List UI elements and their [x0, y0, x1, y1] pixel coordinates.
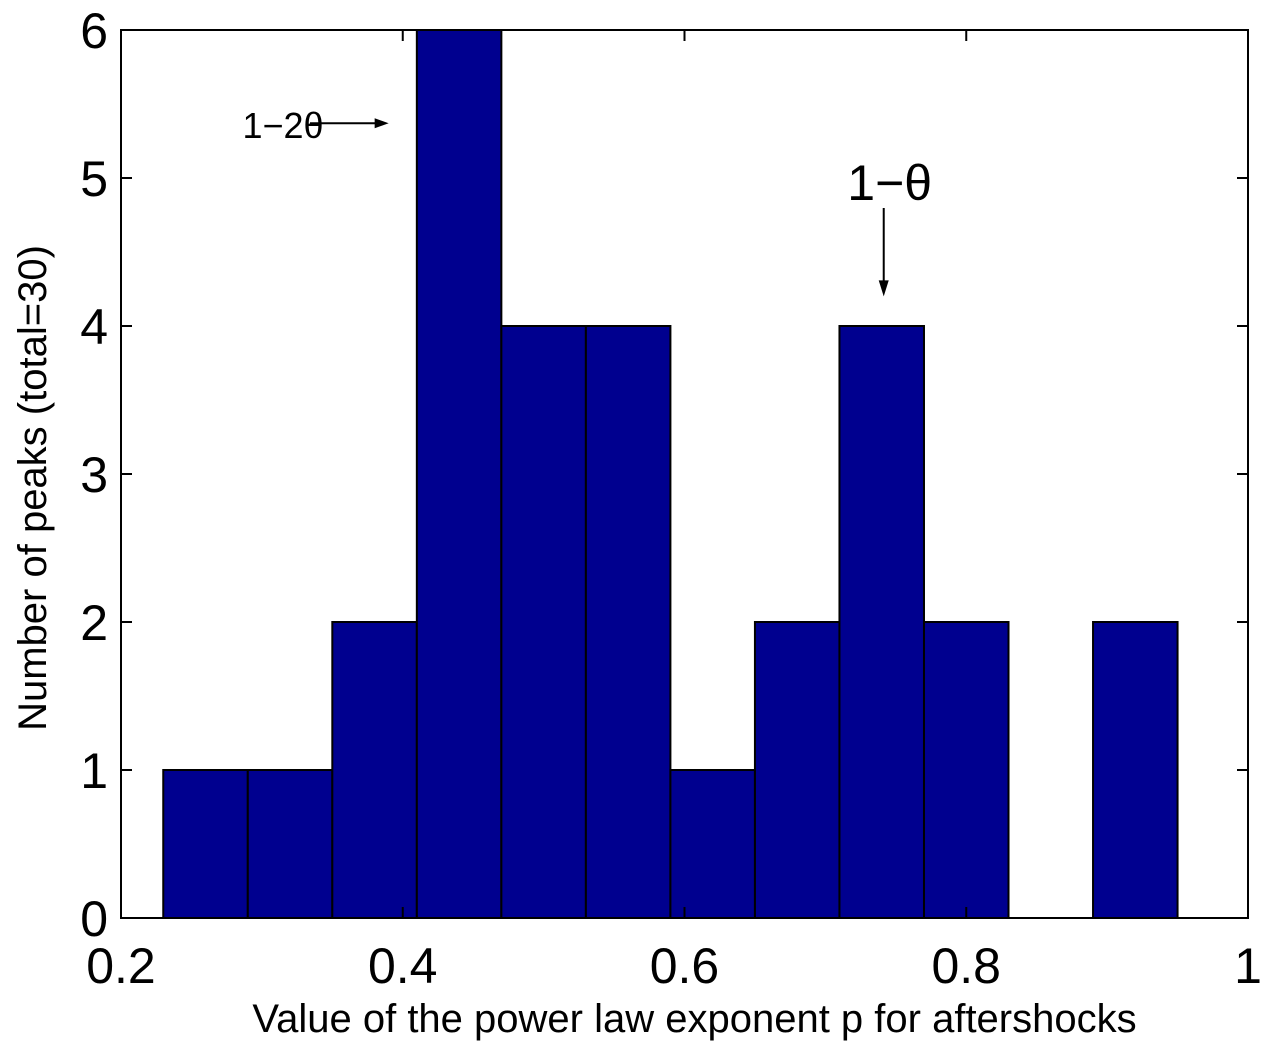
x-tick-label: 0.8: [931, 938, 1001, 994]
annotation-arrowhead-1-minus-2theta: [374, 118, 389, 129]
x-tick-label: 1: [1234, 938, 1262, 994]
histogram-bar: [584, 325, 672, 919]
x-axis-title: Value of the power law exponent p for af…: [252, 997, 1136, 1041]
histogram-bar: [162, 769, 249, 919]
histogram-bar: [1092, 621, 1179, 919]
y-tick-label: 3: [80, 447, 108, 503]
histogram-bar: [669, 769, 756, 919]
y-tick-label: 1: [80, 743, 108, 799]
annotations-group: 1−2θ 1−θ: [242, 105, 932, 297]
x-tick-label: 0.4: [368, 938, 438, 994]
ticks-group: 0.2 0.4 0.6 0.8 1 0 1 2 3 4 5 6: [80, 3, 1262, 994]
y-tick-label: 4: [80, 299, 108, 355]
y-tick-label: 6: [80, 3, 108, 59]
x-tick-label: 0.6: [650, 938, 720, 994]
histogram-bar: [922, 621, 1010, 919]
annotation-label-1-minus-theta: 1−θ: [847, 155, 932, 211]
histogram-bar: [500, 325, 587, 919]
histogram-bar: [838, 325, 925, 919]
y-tick-label: 0: [80, 891, 108, 947]
bars-group: [162, 29, 1179, 919]
histogram-bar: [246, 769, 334, 919]
annotation-label-1-minus-2theta: 1−2θ: [242, 105, 323, 146]
y-axis-title: Number of peaks (total=30): [11, 245, 55, 731]
y-tick-label: 2: [80, 595, 108, 651]
histogram-bar: [331, 621, 418, 919]
histogram-bar: [753, 621, 841, 919]
x-tick-label: 0.2: [86, 938, 156, 994]
histogram-bar: [415, 29, 503, 919]
annotation-arrowhead-1-minus-theta: [878, 280, 889, 297]
y-tick-label: 5: [80, 151, 108, 207]
